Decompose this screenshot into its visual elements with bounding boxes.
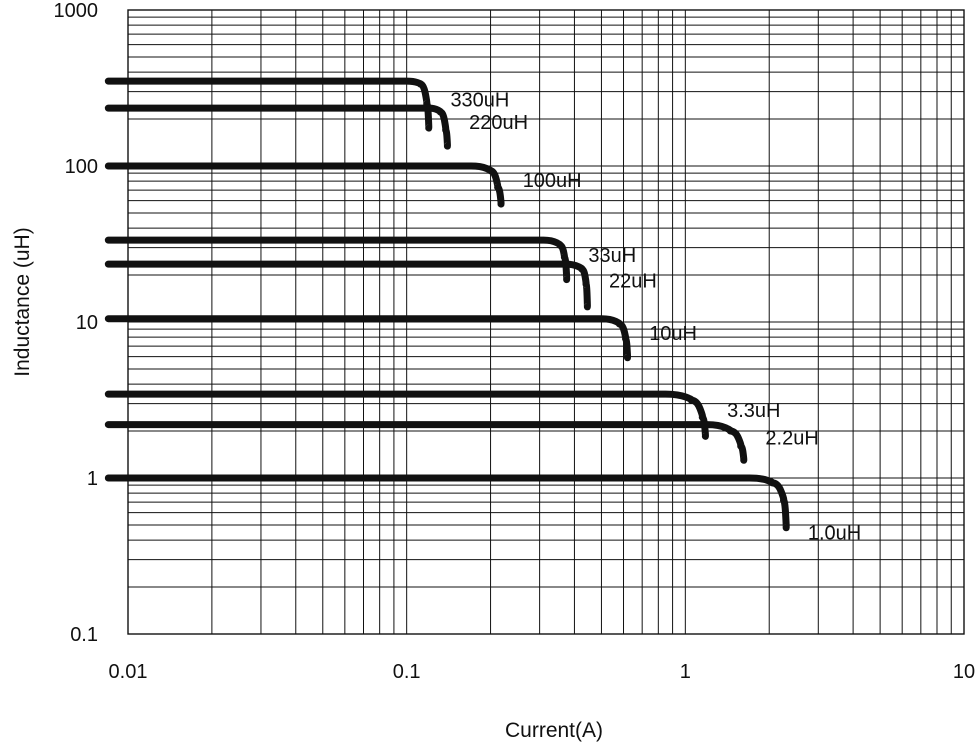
x-tick-label: 10	[953, 661, 975, 683]
series-curve-10uH	[104, 315, 632, 362]
y-tick-label: 0.1	[70, 624, 98, 646]
series-curve-100uH	[104, 162, 505, 208]
series-curve-2.2uH	[104, 421, 748, 464]
series-curves	[104, 77, 790, 532]
y-tick-label: 100	[65, 156, 98, 178]
x-axis-title: Current(A)	[505, 719, 603, 742]
y-axis-title: Inductance (uH)	[11, 227, 34, 376]
series-label-22uH: 22uH	[609, 270, 657, 292]
series-label-33uH: 33uH	[588, 245, 636, 267]
y-tick-label: 1000	[54, 0, 99, 22]
series-label-2.2uH: 2.2uH	[765, 427, 818, 449]
x-tick-label: 0.01	[109, 661, 148, 683]
x-axis-tick-labels: 0.01 0.1 1 10	[109, 661, 976, 683]
y-tick-label: 10	[76, 312, 98, 334]
series-label-330uH: 330uH	[450, 90, 509, 112]
x-tick-label: 0.1	[393, 661, 421, 683]
y-tick-label: 1	[87, 468, 98, 490]
series-curve-330uH	[104, 77, 433, 132]
y-axis-tick-labels: 0.1 1 10 100 1000	[54, 0, 99, 646]
series-curve-1.0uH	[104, 474, 790, 532]
series-label-100uH: 100uH	[523, 170, 582, 192]
series-curve-220uH	[104, 104, 451, 150]
series-label-220uH: 220uH	[469, 112, 528, 134]
series-label-10uH: 10uH	[649, 323, 697, 345]
series-label-1.0uH: 1.0uH	[808, 522, 861, 544]
x-tick-label: 1	[680, 661, 691, 683]
series-curve-22uH	[104, 260, 591, 311]
series-curve-33uH	[104, 236, 571, 284]
series-label-3.3uH: 3.3uH	[727, 400, 780, 422]
